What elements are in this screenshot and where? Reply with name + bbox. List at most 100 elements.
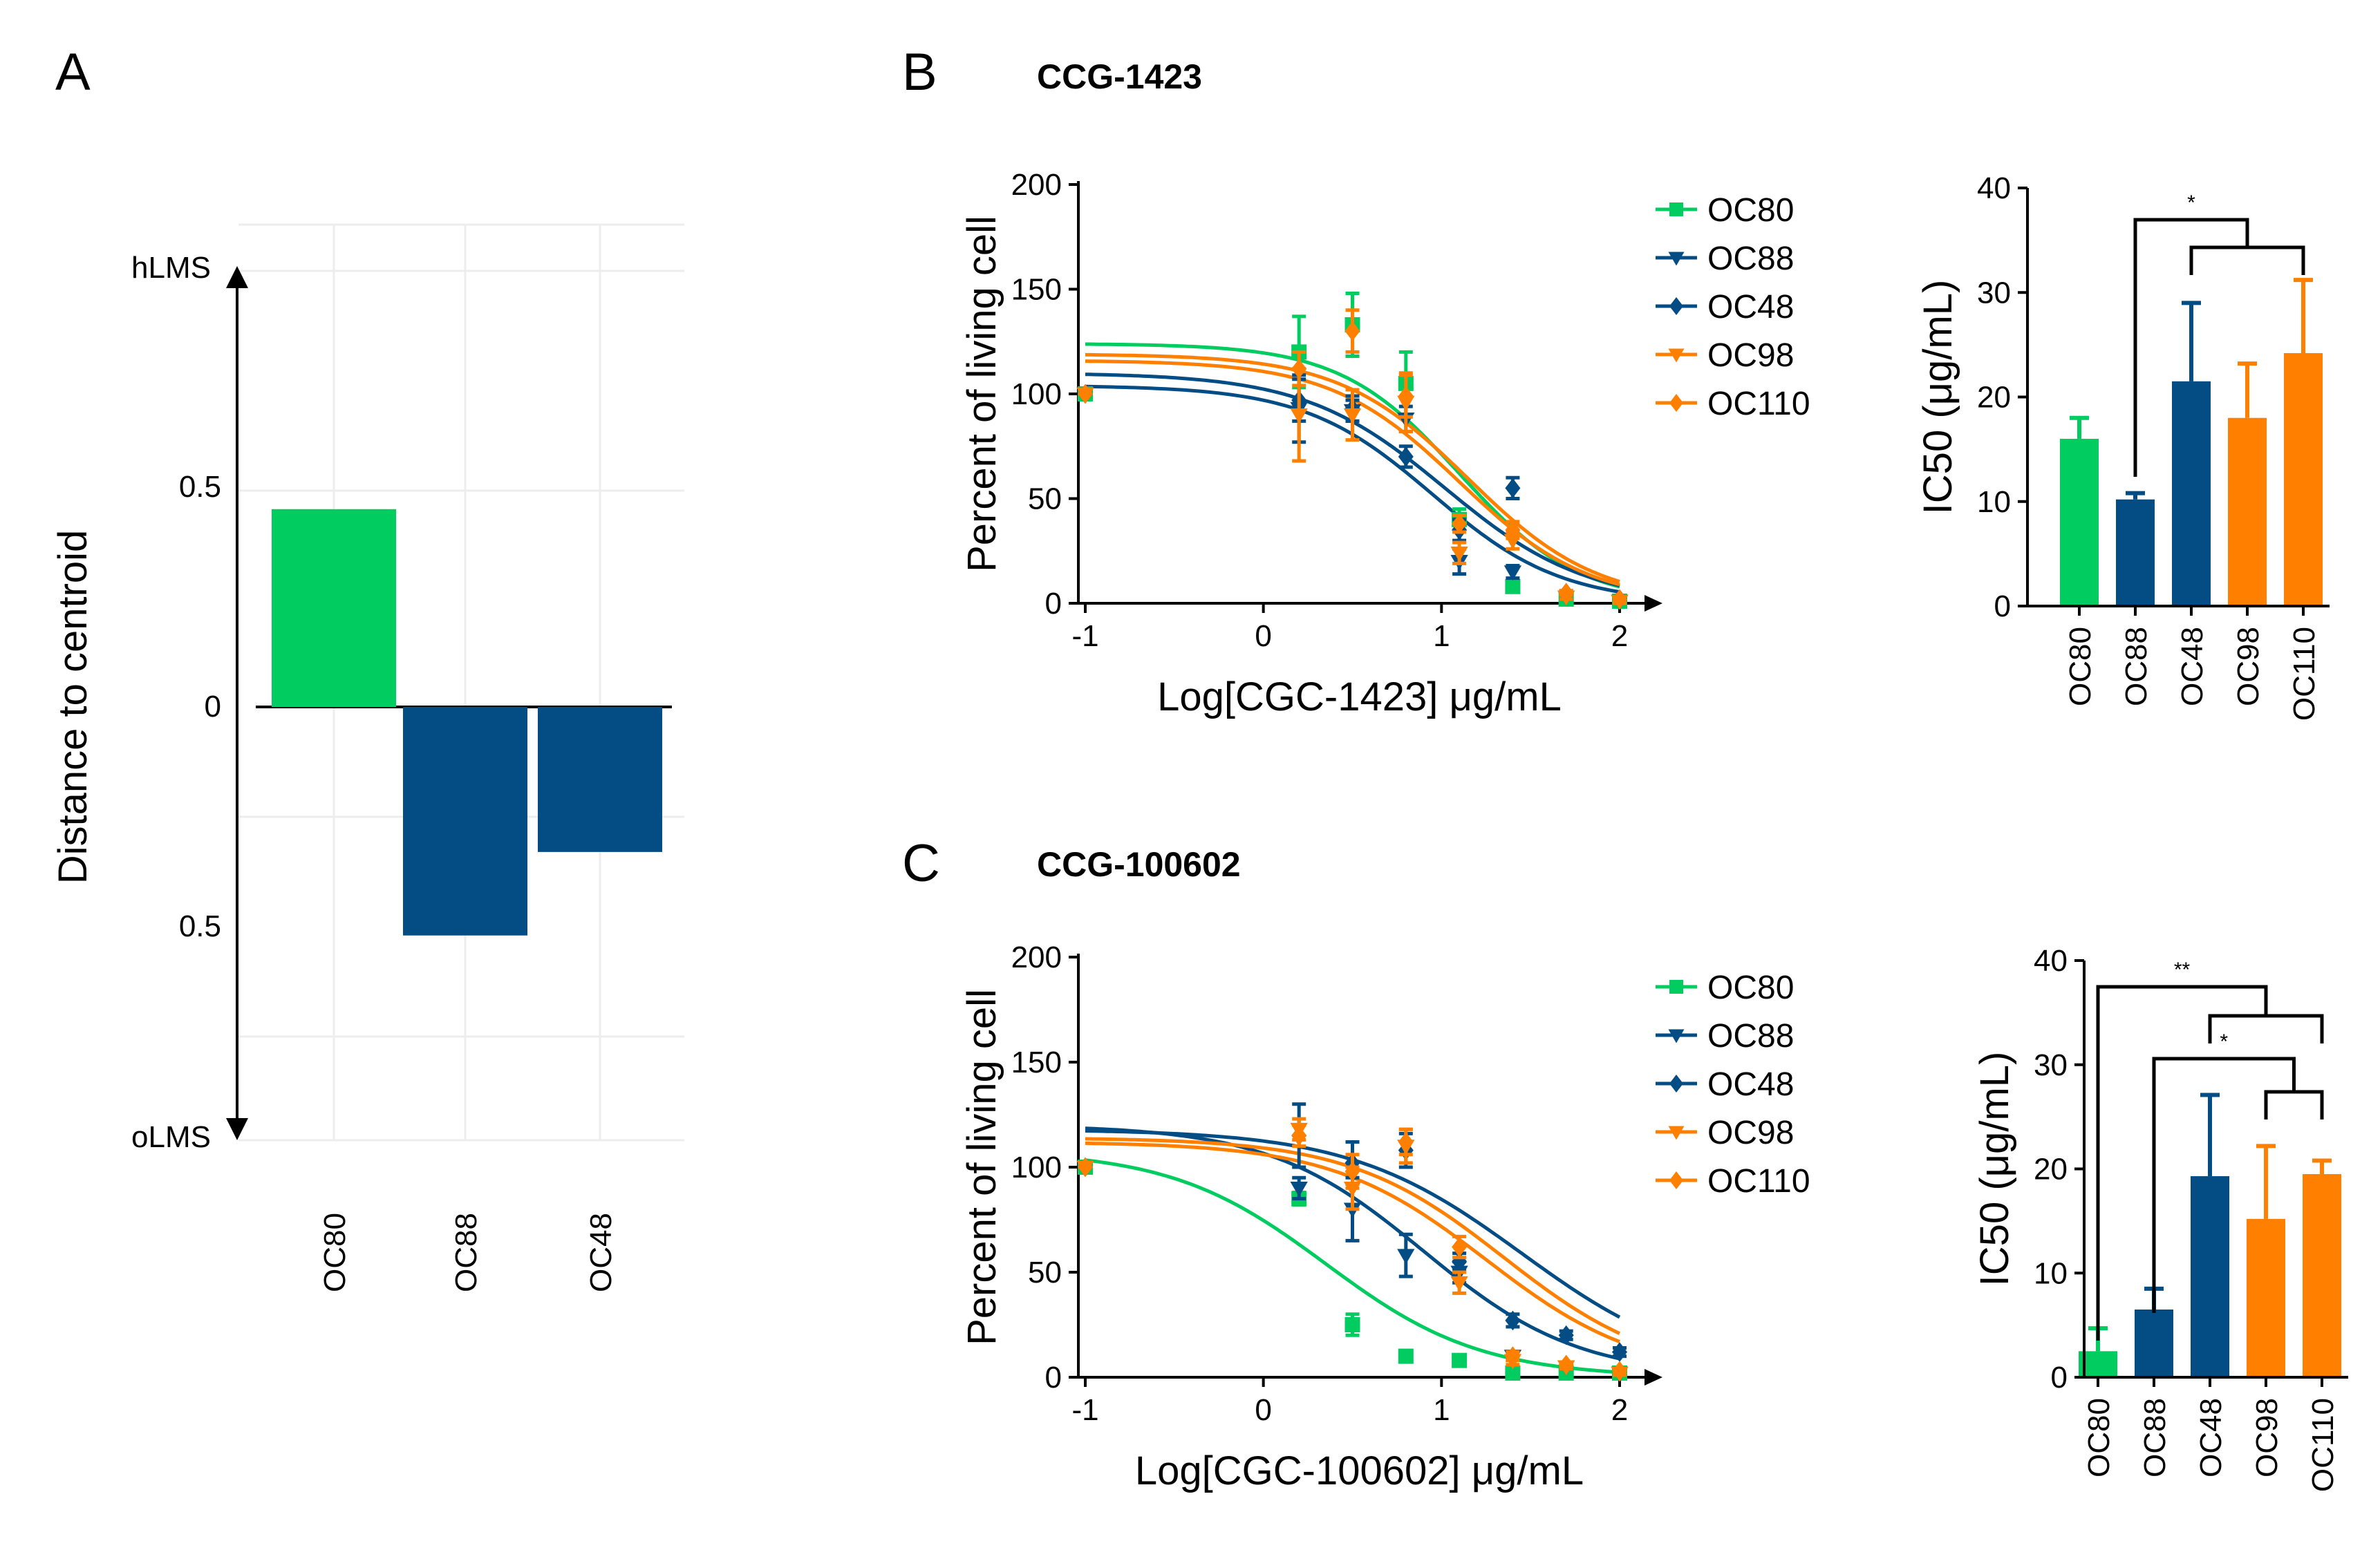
panel-b-dose-response-chart: 0 50 100 150 200 -1 0 1 2 Log[CGC-1423] μg/mL Perc… [959, 168, 1810, 719]
x-category-label: OC98 [2231, 627, 2265, 706]
legend-label: OC88 [1707, 240, 1794, 277]
data-point-oc110 [1344, 1161, 1360, 1182]
y-tick-label: 0.5 [179, 470, 221, 504]
significance-label: ** [2174, 958, 2191, 981]
x-category-label: OC80 [2063, 627, 2097, 706]
bar-oc48 [538, 707, 662, 852]
panel-c-title: CCG-100602 [1037, 845, 1241, 884]
data-point-oc110 [1398, 1132, 1414, 1152]
data-point-oc110 [1612, 589, 1627, 609]
bar-oc88 [403, 707, 527, 936]
data-point-oc110 [1612, 1361, 1627, 1381]
legend-label: OC88 [1707, 1018, 1794, 1055]
legend-label: OC98 [1707, 1115, 1794, 1151]
hlms-label: hLMS [131, 251, 211, 285]
legend-marker-oc80 [1669, 202, 1683, 216]
bar-oc80 [272, 509, 396, 707]
data-point-oc110 [1452, 513, 1468, 534]
legend-marker-oc80 [1669, 980, 1683, 994]
x-category-label: OC48 [2194, 1398, 2228, 1477]
legend-marker-oc48 [1669, 297, 1683, 315]
data-point-oc80 [1505, 1365, 1521, 1381]
legend-label: OC48 [1707, 1066, 1794, 1103]
fit-curve-oc80 [1085, 1158, 1620, 1374]
y-tick-label: 0 [1045, 1361, 1062, 1395]
significance-label: * [2187, 191, 2195, 214]
x-tick-label: -1 [1071, 1393, 1098, 1427]
bar-oc48 [2191, 1176, 2229, 1377]
x-tick-label: 2 [1611, 619, 1628, 653]
x-tick-label: 2 [1611, 1393, 1628, 1427]
bar-oc110 [2284, 352, 2323, 606]
x-axis-arrow [1645, 1369, 1662, 1386]
legend-label: OC80 [1707, 970, 1794, 1006]
panel-a-label: A [55, 43, 91, 102]
x-tick-label: 0 [1255, 619, 1271, 653]
y-axis-title: IC50 (μg/mL) [1972, 1052, 2017, 1287]
x-axis-arrow [1645, 595, 1662, 612]
y-tick-label: 0 [1994, 589, 2011, 623]
data-point-oc98 [1290, 408, 1308, 424]
legend-marker-oc88 [1668, 252, 1685, 266]
data-point-oc80 [1344, 1317, 1360, 1332]
y-axis-title: Percent of living cell [959, 989, 1004, 1345]
bar-oc98 [2228, 417, 2267, 606]
data-point-oc48 [1505, 1310, 1521, 1331]
y-tick-label: 0 [205, 690, 221, 724]
legend-label: OC80 [1707, 192, 1794, 229]
x-axis-title: Log[CGC-1423] μg/mL [1157, 674, 1562, 719]
x-category-label: OC110 [2287, 627, 2321, 721]
y-tick-label: 10 [1977, 485, 2011, 519]
y-axis-title: IC50 (μg/mL) [1915, 280, 1960, 515]
y-tick-label: 150 [1011, 273, 1062, 307]
y-tick-label: 50 [1028, 1256, 1062, 1289]
x-category-label: OC48 [2175, 627, 2209, 706]
data-point-oc98 [1450, 1276, 1468, 1292]
x-category-label: OC80 [2082, 1398, 2116, 1477]
data-point-oc80 [1505, 578, 1521, 594]
panel-a-chart: 0.5 0 0.5 hLMS oLMS OC80 OC88 OC48 Distance to c… [50, 223, 684, 1292]
y-tick-label: 0.5 [179, 909, 221, 943]
legend-label: OC98 [1707, 337, 1794, 374]
data-point-oc88 [1397, 1249, 1415, 1265]
significance-bracket [2152, 1057, 2296, 1313]
x-tick-label: 0 [1255, 1393, 1271, 1427]
x-category-label: OC80 [318, 1213, 352, 1292]
y-tick-label: 40 [2034, 944, 2068, 978]
data-point-oc98 [1450, 546, 1468, 562]
legend-marker-oc110 [1669, 1171, 1683, 1189]
panel-b-title: CCG-1423 [1037, 57, 1202, 96]
panel-c-label: C [902, 834, 940, 893]
bar-oc98 [2247, 1218, 2285, 1377]
panel-c-ic50-chart: 0 10 20 30 40 OC80 OC88 OC48 OC98 OC110 IC50 (μg/m… [1972, 944, 2348, 1492]
y-tick-label: 20 [1977, 381, 2011, 415]
data-point-oc110 [1398, 386, 1414, 406]
data-point-oc80 [1452, 1352, 1468, 1368]
y-tick-label: 100 [1011, 377, 1062, 411]
x-category-label: OC48 [584, 1213, 618, 1292]
legend-marker-oc110 [1669, 394, 1683, 412]
data-point-oc110 [1558, 1354, 1574, 1375]
y-tick-label: 0 [2051, 1361, 2068, 1395]
y-tick-label: 0 [1045, 587, 1062, 621]
data-point-oc88 [1290, 1182, 1308, 1198]
x-category-label: OC88 [2119, 627, 2153, 706]
y-tick-label: 20 [2034, 1153, 2068, 1187]
data-point-oc80 [1398, 1348, 1414, 1364]
panel-c-dose-response-chart: 0 50 100 150 200 -1 0 1 2 Log[CGC-100602] μg/mL Pe… [959, 941, 1810, 1493]
y-tick-label: 100 [1011, 1151, 1062, 1184]
significance-bracket-group [2189, 245, 2305, 275]
significance-bracket [2133, 218, 2249, 477]
y-tick-label: 200 [1011, 941, 1062, 974]
x-tick-label: -1 [1071, 619, 1098, 653]
data-point-oc110 [1558, 583, 1574, 603]
data-point-oc88 [1503, 565, 1522, 581]
olms-label: oLMS [131, 1120, 211, 1154]
data-point-oc110 [1291, 359, 1307, 379]
y-tick-label: 200 [1011, 168, 1062, 202]
data-point-oc48 [1505, 478, 1521, 498]
significance-label: * [2220, 1030, 2228, 1053]
legend-label: OC110 [1707, 386, 1810, 422]
x-category-label: OC88 [449, 1213, 483, 1292]
